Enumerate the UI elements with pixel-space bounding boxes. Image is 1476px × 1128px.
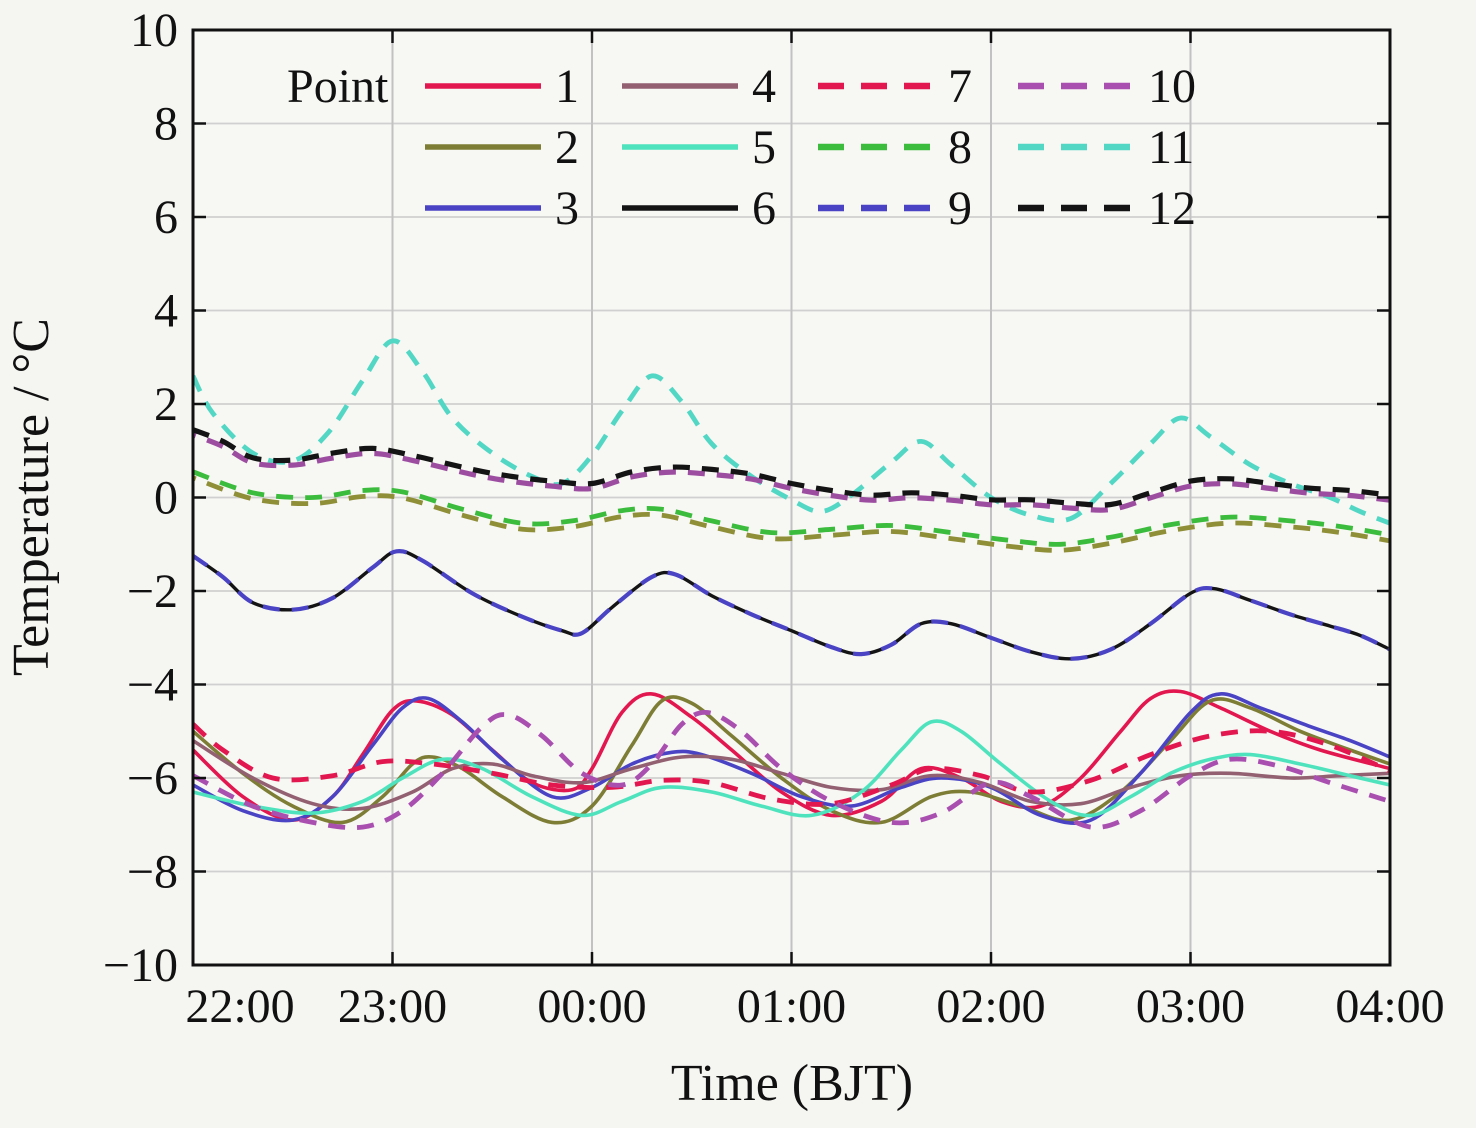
legend-label-6: 6 xyxy=(752,182,776,235)
series-1-line xyxy=(193,689,1390,822)
legend-label-8: 8 xyxy=(948,121,972,174)
y-tick-label: 0 xyxy=(154,472,178,525)
legend-label-9: 9 xyxy=(948,182,972,235)
x-tick-label: 23:00 xyxy=(338,980,447,1033)
y-tick-label: −4 xyxy=(127,659,178,712)
y-tick-label: −10 xyxy=(103,939,178,992)
series-3-line xyxy=(193,692,1390,825)
x-tick-label: 00:00 xyxy=(537,980,646,1033)
y-tick-label: 2 xyxy=(154,378,178,431)
legend-label-2: 2 xyxy=(555,121,579,174)
y-tick-label: −2 xyxy=(127,565,178,618)
legend-item-11: 11 xyxy=(1018,121,1194,174)
legend-item-8: 8 xyxy=(818,121,972,174)
legend-item-2: 2 xyxy=(425,121,579,174)
legend-item-10: 10 xyxy=(1018,60,1196,113)
x-axis-title: Time (BJT) xyxy=(671,1055,913,1112)
tick-labels: 22:00 23:00 00:00 01:00 02:00 03:00 04:0010864… xyxy=(103,4,1445,1033)
y-tick-label: 6 xyxy=(154,191,178,244)
plot-frame xyxy=(191,28,1392,967)
legend-item-5: 5 xyxy=(622,121,776,174)
series-10-line xyxy=(193,709,1390,831)
x-tick-label: 04:00 xyxy=(1335,980,1444,1033)
series-8-shadow-line xyxy=(193,475,1390,553)
legend-item-3: 3 xyxy=(425,182,579,235)
y-tick-label: −6 xyxy=(127,752,178,805)
y-tick-label: −8 xyxy=(127,846,178,899)
series-7-line xyxy=(193,722,1390,807)
series-5-line xyxy=(193,719,1390,818)
y-tick-label: 8 xyxy=(154,98,178,151)
series-2-line xyxy=(193,695,1390,825)
legend-label-12: 12 xyxy=(1148,182,1196,235)
legend-title: Point xyxy=(287,60,389,113)
series-8-line xyxy=(193,469,1390,547)
legend-label-10: 10 xyxy=(1148,60,1196,113)
legend-item-4: 4 xyxy=(622,60,776,113)
series-lines xyxy=(193,338,1390,831)
series-4-line xyxy=(193,739,1390,811)
y-tick-label: 4 xyxy=(154,285,178,338)
y-axis-title: Temperature / °C xyxy=(3,318,60,676)
legend-label-5: 5 xyxy=(752,121,776,174)
x-tick-label: 22:00 xyxy=(185,980,294,1033)
legend-label-3: 3 xyxy=(555,182,579,235)
legend-item-7: 7 xyxy=(818,60,972,113)
y-tick-label: 10 xyxy=(130,4,178,57)
legend-label-1: 1 xyxy=(555,60,579,113)
series-11-line xyxy=(193,338,1390,526)
legend-item-9: 9 xyxy=(818,182,972,235)
legend-label-4: 4 xyxy=(752,60,776,113)
x-tick-label: 02:00 xyxy=(936,980,1045,1033)
series-9-line xyxy=(193,548,1390,661)
legend-item-12: 12 xyxy=(1018,182,1196,235)
legend-label-11: 11 xyxy=(1148,121,1194,174)
x-tick-label: 01:00 xyxy=(737,980,846,1033)
legend-label-7: 7 xyxy=(948,60,972,113)
series-12-line xyxy=(193,427,1390,508)
legend-item-1: 1 xyxy=(425,60,579,113)
x-tick-label: 03:00 xyxy=(1136,980,1245,1033)
series-12-shadow-line xyxy=(193,432,1390,513)
legend-item-6: 6 xyxy=(622,182,776,235)
